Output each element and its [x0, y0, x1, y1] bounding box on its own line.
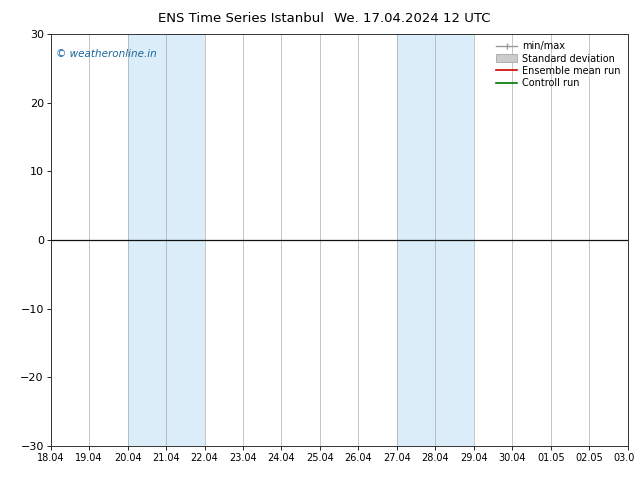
Legend: min/max, Standard deviation, Ensemble mean run, Controll run: min/max, Standard deviation, Ensemble me…: [494, 39, 623, 90]
Bar: [397, 34, 474, 446]
Text: We. 17.04.2024 12 UTC: We. 17.04.2024 12 UTC: [334, 12, 490, 25]
Text: ENS Time Series Istanbul: ENS Time Series Istanbul: [158, 12, 324, 25]
Bar: [127, 34, 205, 446]
Text: © weatheronline.in: © weatheronline.in: [56, 49, 157, 59]
